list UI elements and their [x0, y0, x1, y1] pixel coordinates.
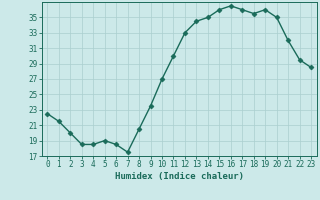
X-axis label: Humidex (Indice chaleur): Humidex (Indice chaleur) [115, 172, 244, 181]
